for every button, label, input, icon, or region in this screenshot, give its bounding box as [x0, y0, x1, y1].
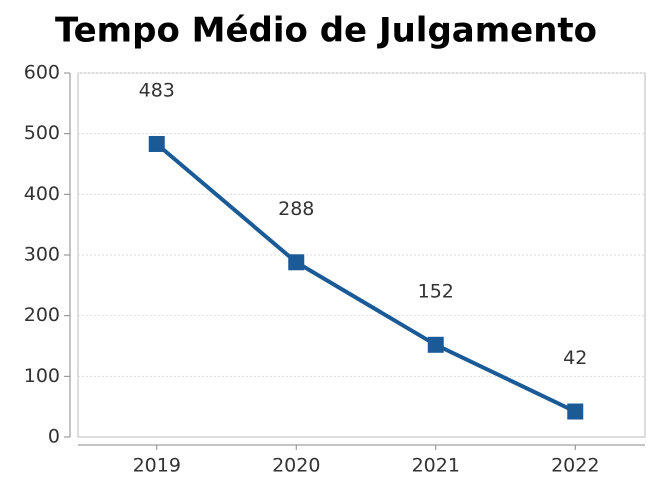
x-tick-label: 2019: [133, 455, 181, 477]
marker: [288, 254, 305, 271]
y-tick-label: 300: [24, 244, 60, 266]
marker: [148, 135, 165, 152]
data-label: 288: [278, 198, 314, 220]
line: [155, 142, 577, 414]
chart-title: Tempo Médio de Julgamento: [55, 11, 597, 51]
x-tick-label: 2020: [272, 455, 320, 477]
y-tick-label: 400: [24, 183, 60, 205]
y-tick-label: 200: [24, 304, 60, 326]
x-tick-label: 2021: [412, 455, 460, 477]
y-tick-label: 0: [48, 426, 60, 448]
data-label: 483: [139, 79, 175, 101]
y-tick-label: 600: [24, 62, 60, 84]
data-label: 42: [563, 347, 587, 369]
y-tick-label: 100: [24, 365, 60, 387]
data-label: 152: [418, 280, 454, 302]
marker: [567, 403, 584, 420]
x-tick-label: 2022: [551, 455, 599, 477]
marker: [427, 336, 444, 353]
y-tick-label: 500: [24, 122, 60, 144]
